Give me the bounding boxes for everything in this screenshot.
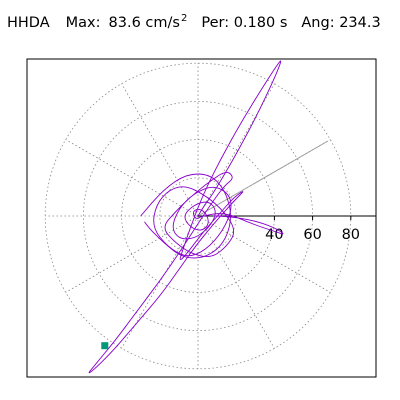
max-group: Max: 83.6 cm/s2 xyxy=(65,13,188,31)
grid-spoke-150 xyxy=(65,139,199,217)
direction-line xyxy=(197,140,329,217)
period-group: Per: 0.180 s xyxy=(201,15,287,31)
peak-marker xyxy=(101,342,109,350)
radial-tick-label-60: 60 xyxy=(303,227,321,243)
max-unit: cm/s xyxy=(145,15,180,31)
station-code: HHDA xyxy=(7,15,50,31)
grid-spoke-330 xyxy=(197,215,331,293)
peak-markers xyxy=(101,342,109,350)
grid-spoke-60 xyxy=(197,83,275,217)
radial-tick-label-80: 80 xyxy=(342,227,360,243)
grid-spoke-210 xyxy=(65,215,199,293)
particle-motion-traces xyxy=(88,60,284,374)
grid-spoke-240 xyxy=(121,215,199,349)
radial-axis: 40 60 80 xyxy=(198,215,376,243)
series-extra-line-0 xyxy=(140,173,231,259)
series-line-0 xyxy=(88,60,284,374)
max-label: Max: xyxy=(65,15,101,31)
angle-value: 234.3 xyxy=(339,15,381,31)
period-value: 0.180 s xyxy=(233,15,288,31)
angle-group: Ang: 234.3 xyxy=(301,15,380,31)
max-unit-exponent: 2 xyxy=(180,13,188,24)
max-value: 83.6 xyxy=(108,15,141,31)
period-label: Per: xyxy=(201,15,230,31)
grid-spoke-300 xyxy=(197,215,275,349)
plot-header: HHDA Max: 83.6 cm/s2 Per: 0.180 s Ang: 23… xyxy=(7,13,381,37)
grid-spoke-120 xyxy=(121,83,199,217)
angle-label: Ang: xyxy=(301,15,335,31)
